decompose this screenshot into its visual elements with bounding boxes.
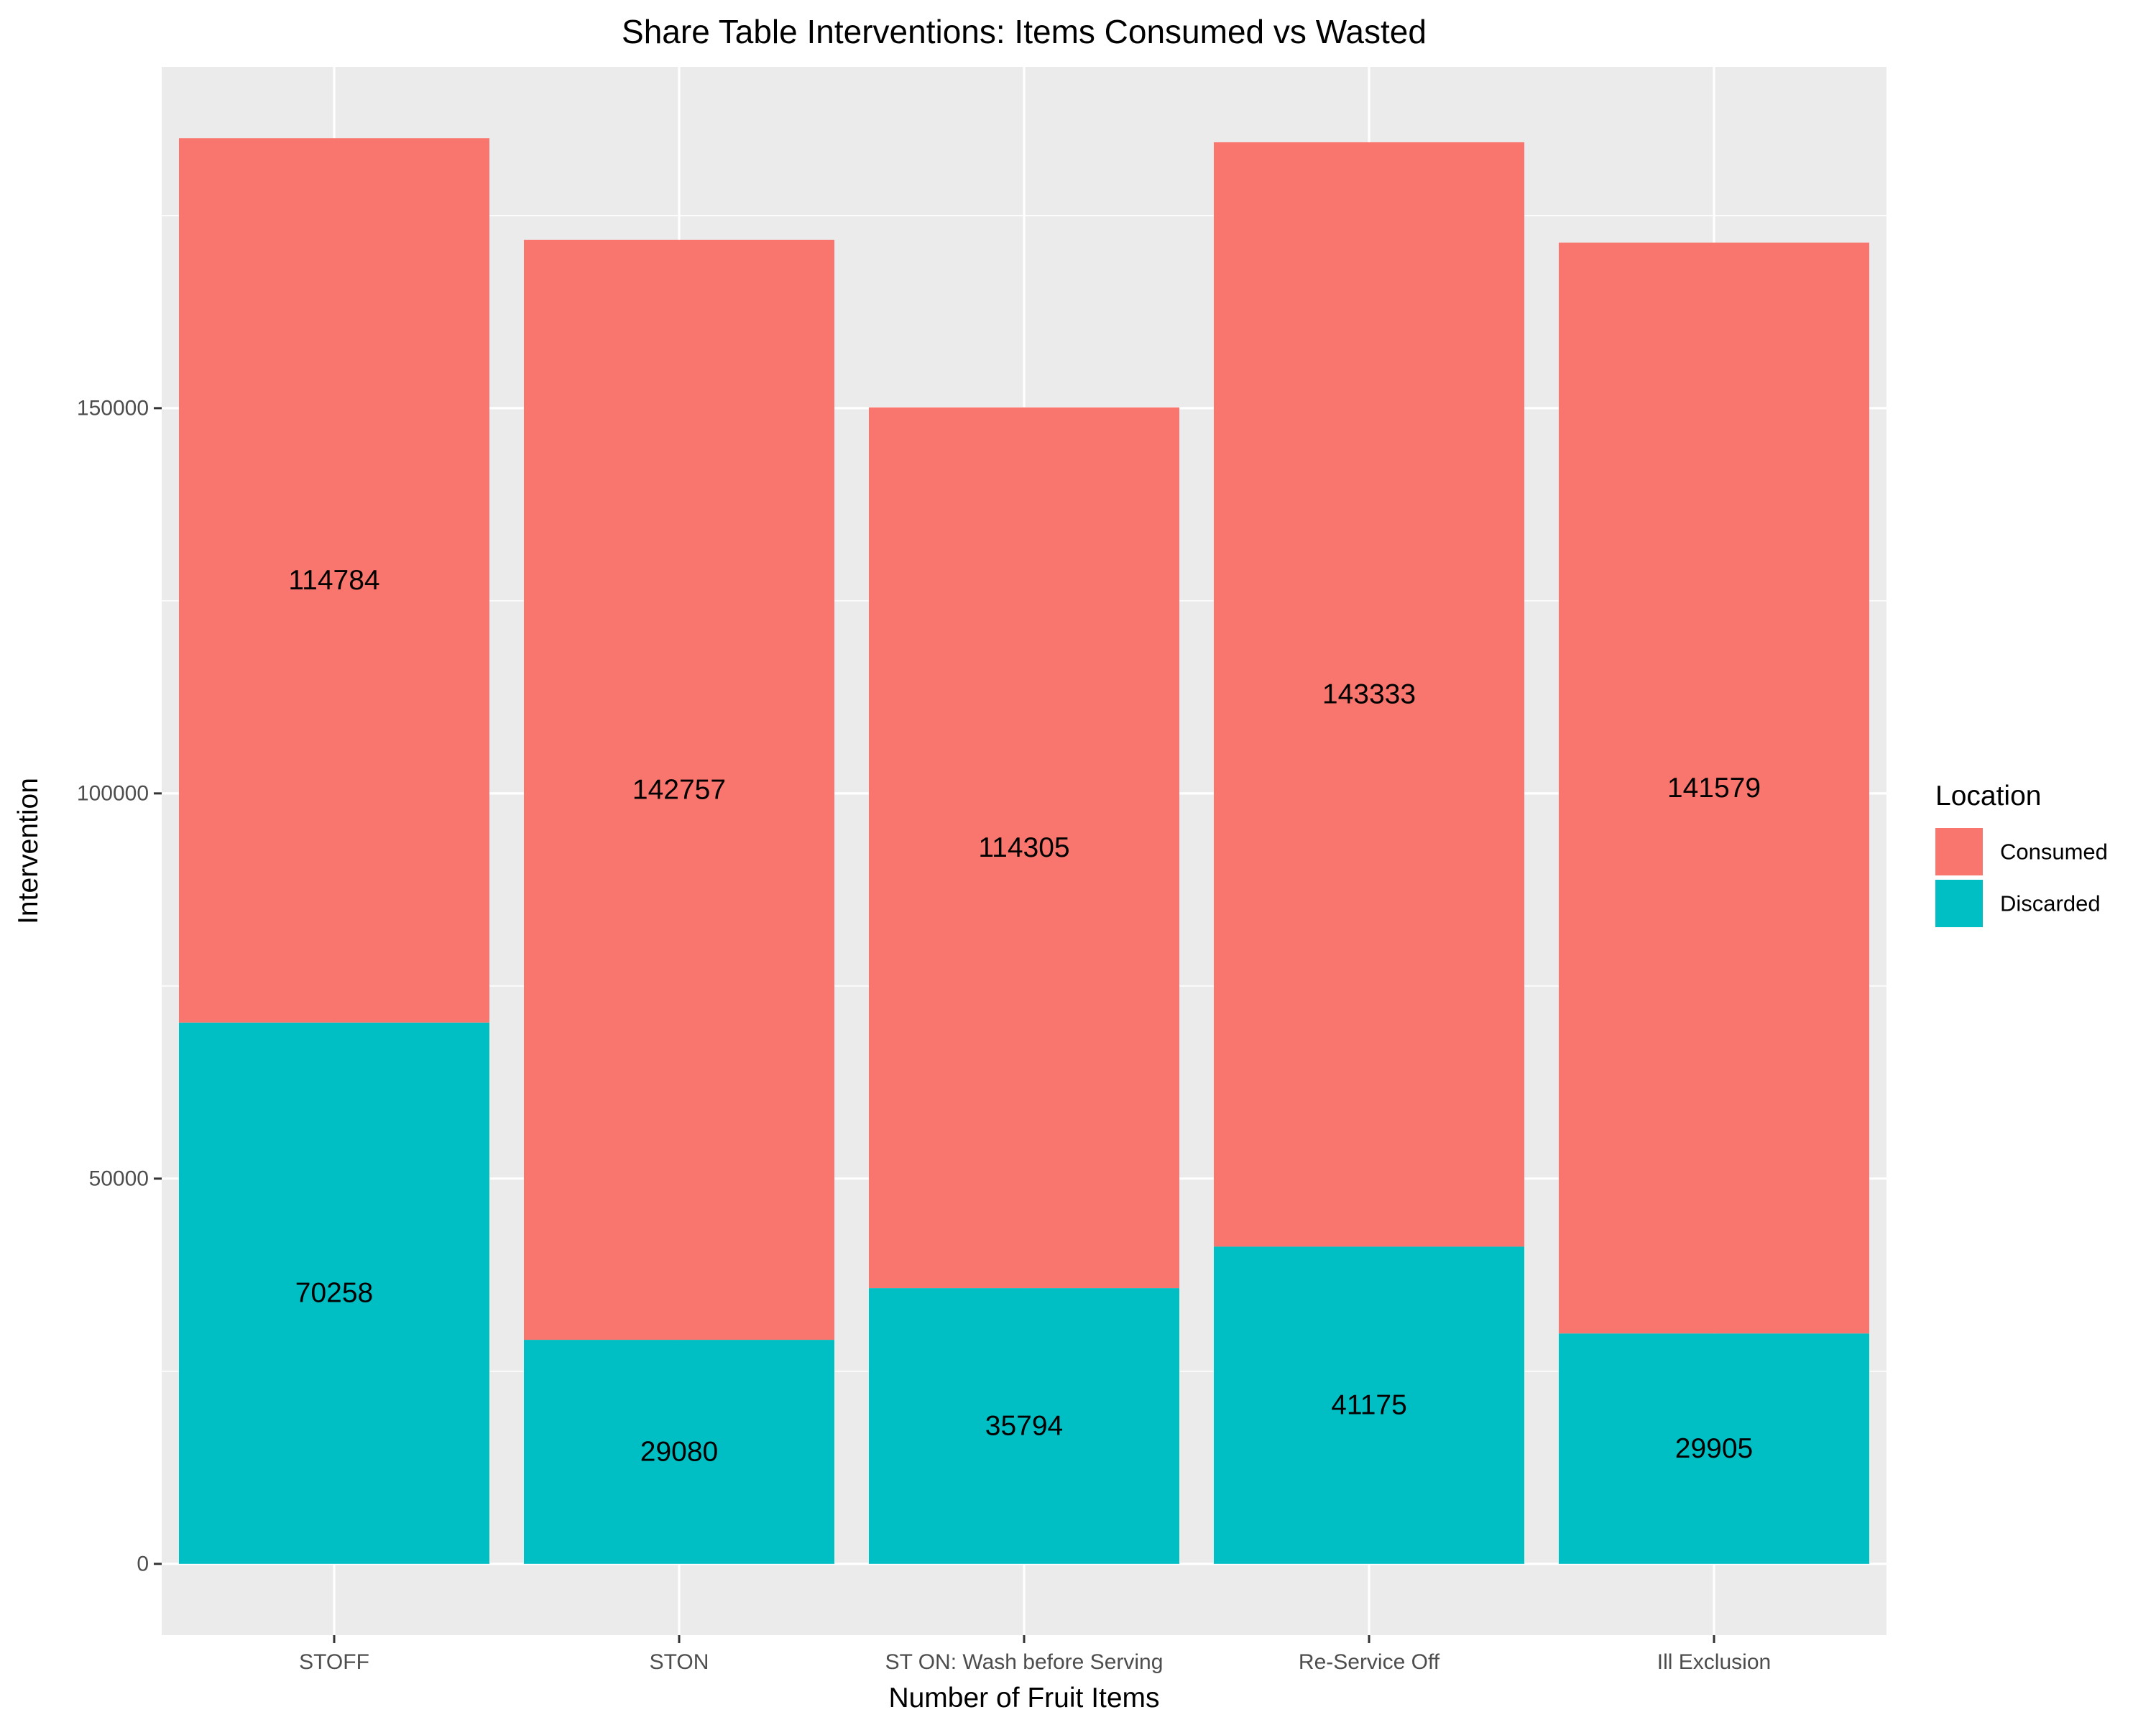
x-tick-label: STON	[650, 1650, 709, 1674]
legend-title: Location	[1935, 781, 2041, 811]
bar-consumed-0	[179, 138, 489, 1023]
legend-label-discarded: Discarded	[2000, 891, 2101, 916]
y-tick-label: 150000	[77, 396, 149, 420]
bar-discarded-4	[1559, 1333, 1869, 1564]
y-tick-label: 50000	[89, 1167, 149, 1190]
data-label-discarded-4: 29905	[1675, 1433, 1753, 1464]
legend-label-consumed: Consumed	[2000, 840, 2108, 865]
bar-consumed-3	[1214, 142, 1524, 1247]
data-label-consumed-0: 114784	[288, 565, 379, 596]
y-tick-label: 100000	[77, 781, 149, 805]
data-label-consumed-3: 143333	[1322, 679, 1416, 710]
data-label-discarded-3: 41175	[1331, 1390, 1407, 1421]
bar-consumed-2	[869, 407, 1179, 1289]
data-label-discarded-0: 70258	[295, 1278, 373, 1309]
data-label-consumed-2: 114305	[978, 832, 1069, 863]
chart-title: Share Table Interventions: Items Consume…	[622, 13, 1427, 50]
x-axis: STOFF STON ST ON: Wash before Serving Re-Se…	[299, 1635, 1771, 1674]
x-tick-label: Re-Service Off	[1299, 1650, 1440, 1674]
bar-discarded-0	[179, 1022, 489, 1564]
bar-discarded-3	[1214, 1246, 1524, 1564]
y-axis-title: Intervention	[13, 778, 44, 924]
bars	[179, 138, 1869, 1564]
x-tick-label: STOFF	[299, 1650, 369, 1674]
legend-key-consumed	[1935, 828, 1983, 875]
x-tick-label: ST ON: Wash before Serving	[885, 1650, 1164, 1674]
legend-key-discarded	[1935, 880, 1983, 927]
bar-consumed-1	[524, 239, 834, 1340]
bar-value-labels: 70258 114784 29080 142757 35794 114305 41175 14…	[288, 565, 1761, 1467]
legend: Location Consumed Discarded	[1935, 781, 2108, 927]
bar-discarded-1	[524, 1340, 834, 1564]
data-label-discarded-2: 35794	[985, 1410, 1063, 1441]
x-axis-title: Number of Fruit Items	[888, 1683, 1159, 1714]
data-label-consumed-4: 141579	[1667, 773, 1761, 804]
data-label-discarded-1: 29080	[640, 1436, 718, 1467]
data-label-consumed-1: 142757	[632, 774, 726, 805]
bar-consumed-4	[1559, 242, 1869, 1334]
y-axis: 0 50000 100000 150000	[77, 396, 162, 1576]
x-tick-label: Ill Exclusion	[1657, 1650, 1771, 1674]
bar-discarded-2	[869, 1288, 1179, 1564]
y-tick-label: 0	[137, 1552, 149, 1576]
